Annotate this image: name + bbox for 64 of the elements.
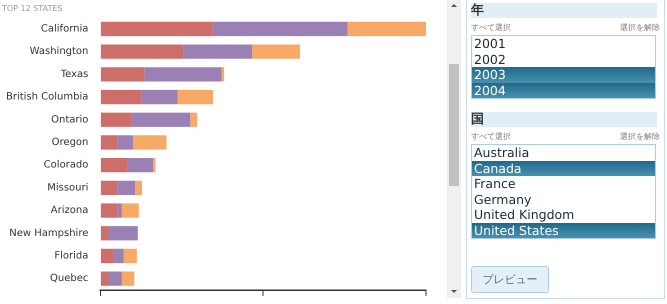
text: Australia (473, 145, 530, 160)
text: United Kingdom (473, 207, 576, 222)
bar (100, 90, 142, 104)
text: 2004 (472, 82, 655, 98)
text: France (473, 176, 517, 192)
bar (144, 67, 222, 82)
bar (117, 135, 133, 150)
bar (100, 272, 109, 286)
bar (100, 226, 109, 240)
text: すべて選択 (471, 22, 511, 33)
bar (178, 90, 214, 104)
y-tick-label: California (40, 24, 88, 35)
bar (100, 112, 132, 127)
bar (252, 44, 300, 59)
bar (132, 135, 166, 150)
bar (222, 67, 224, 82)
y-tick-label: New Hampshire (9, 228, 88, 239)
text: 2001 (473, 36, 507, 52)
y-tick-label: Ontario (51, 114, 88, 126)
bar (100, 135, 118, 150)
text: プレビュー (471, 266, 549, 293)
bar (100, 44, 184, 59)
bar (118, 180, 136, 195)
bar (100, 22, 213, 36)
bar (135, 180, 142, 195)
text: 国 (471, 112, 657, 127)
bar (108, 272, 122, 286)
bar (100, 158, 128, 172)
text: 年 (471, 3, 657, 18)
bar (100, 67, 144, 82)
text: Canada (472, 160, 655, 176)
text: United States (472, 222, 655, 238)
bar (108, 226, 138, 240)
bar (183, 44, 252, 59)
text: TOP 12 STATES (1, 4, 62, 13)
bar (117, 203, 122, 218)
bar (348, 22, 426, 36)
y-tick-label: Washington (30, 46, 88, 58)
bar (100, 203, 118, 218)
y-tick-label: Missouri (47, 182, 88, 194)
text: すべて選択 (471, 131, 511, 142)
bar (124, 248, 137, 264)
bar (122, 203, 139, 218)
y-tick-label: Texas (60, 68, 88, 80)
bar (190, 112, 198, 127)
y-tick-label: British Columbia (6, 92, 88, 103)
y-tick-label: Oregon (52, 137, 88, 148)
bar (100, 180, 118, 195)
bar (132, 112, 190, 127)
y-tick-label: Arizona (50, 205, 88, 216)
text: 2003 (472, 67, 655, 82)
text: Germany (473, 192, 532, 207)
y-tick-label: Florida (54, 250, 88, 262)
bar (113, 248, 124, 264)
text: 選択を解除 (620, 22, 660, 33)
bar (141, 90, 178, 104)
y-tick-label: Colorado (44, 160, 88, 171)
bar (212, 22, 348, 36)
bar (100, 248, 114, 264)
bar (127, 158, 154, 172)
bar (122, 272, 134, 286)
text: 2002 (473, 52, 507, 67)
y-tick-label: Quebec (50, 273, 88, 284)
text: 選択を解除 (620, 131, 660, 142)
